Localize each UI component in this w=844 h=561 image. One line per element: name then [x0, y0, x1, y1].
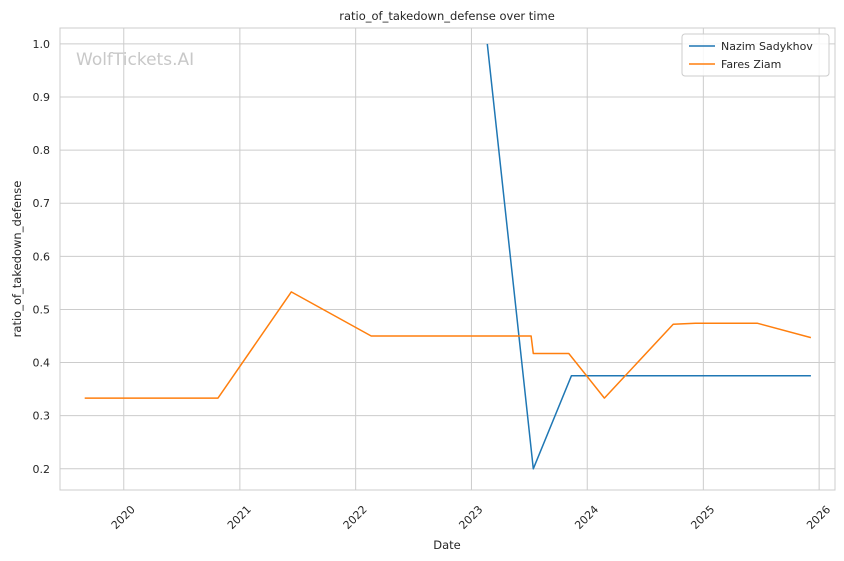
y-tick-label: 0.6: [33, 250, 51, 263]
grid: [60, 28, 835, 490]
legend-box: [681, 33, 830, 77]
y-tick-label: 0.9: [33, 91, 51, 104]
y-axis-label: ratio_of_takedown_defense: [10, 181, 24, 338]
x-axis-label: Date: [433, 538, 461, 552]
series-layer: [84, 43, 812, 470]
legend-label-fares-ziam: Fares Ziam: [721, 58, 781, 71]
y-tick-label: 0.4: [33, 357, 51, 370]
plot-area-frame: [59, 27, 836, 491]
y-axis-ticks: 0.2 0.3 0.4 0.5 0.6 0.7 0.8 0.9 1.0: [33, 38, 51, 476]
chart-title: ratio_of_takedown_defense over time: [339, 9, 555, 23]
watermark: WolfTickets.AI: [76, 50, 194, 70]
y-tick-label: 0.2: [33, 463, 51, 476]
legend: Nazim Sadykhov Fares Ziam: [681, 33, 830, 77]
legend-label-nazim-sadykhov: Nazim Sadykhov: [721, 40, 813, 53]
y-tick-label: 0.3: [33, 410, 51, 423]
y-tick-label: 1.0: [33, 38, 51, 51]
y-tick-label: 0.8: [33, 144, 51, 157]
y-tick-label: 0.7: [33, 197, 51, 210]
series-line-nazim-sadykhov: [486, 43, 811, 470]
y-tick-label: 0.5: [33, 303, 51, 316]
series-line-fares-ziam: [84, 291, 812, 399]
